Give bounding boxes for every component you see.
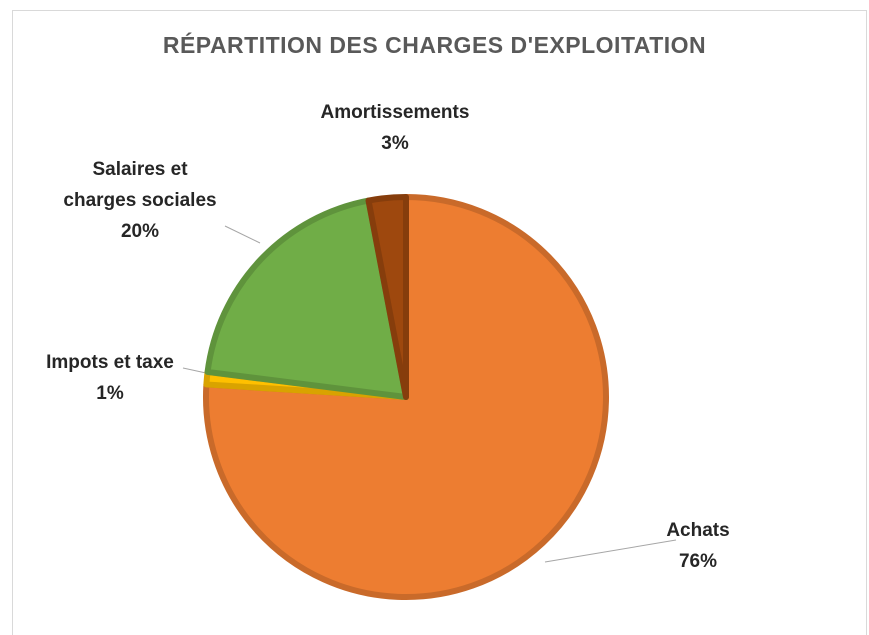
data-label-value: 76% bbox=[678, 551, 718, 572]
data-label-value: 20% bbox=[120, 221, 160, 242]
data-label: Achats 76% bbox=[638, 515, 758, 577]
chart-frame bbox=[12, 10, 867, 635]
data-label: Salaires et charges sociales 20% bbox=[40, 154, 240, 247]
leader-line bbox=[224, 225, 261, 244]
leader-line bbox=[544, 539, 677, 563]
data-label-name: Impots et taxe bbox=[46, 352, 174, 373]
chart-title: RÉPARTITION DES CHARGES D'EXPLOITATION bbox=[162, 32, 707, 58]
data-label-name: Amortissements bbox=[320, 102, 470, 123]
data-label-name: Salaires et charges sociales bbox=[63, 159, 217, 211]
data-label-value: 1% bbox=[96, 383, 124, 404]
pie-slice bbox=[365, 194, 409, 400]
data-label: Amortissements 3% bbox=[295, 97, 495, 159]
data-label: Impots et taxe 1% bbox=[10, 347, 210, 409]
pie-slice bbox=[204, 197, 409, 400]
data-label-value: 3% bbox=[381, 133, 409, 154]
leader-line bbox=[182, 367, 207, 374]
data-label-name: Achats bbox=[666, 520, 730, 541]
